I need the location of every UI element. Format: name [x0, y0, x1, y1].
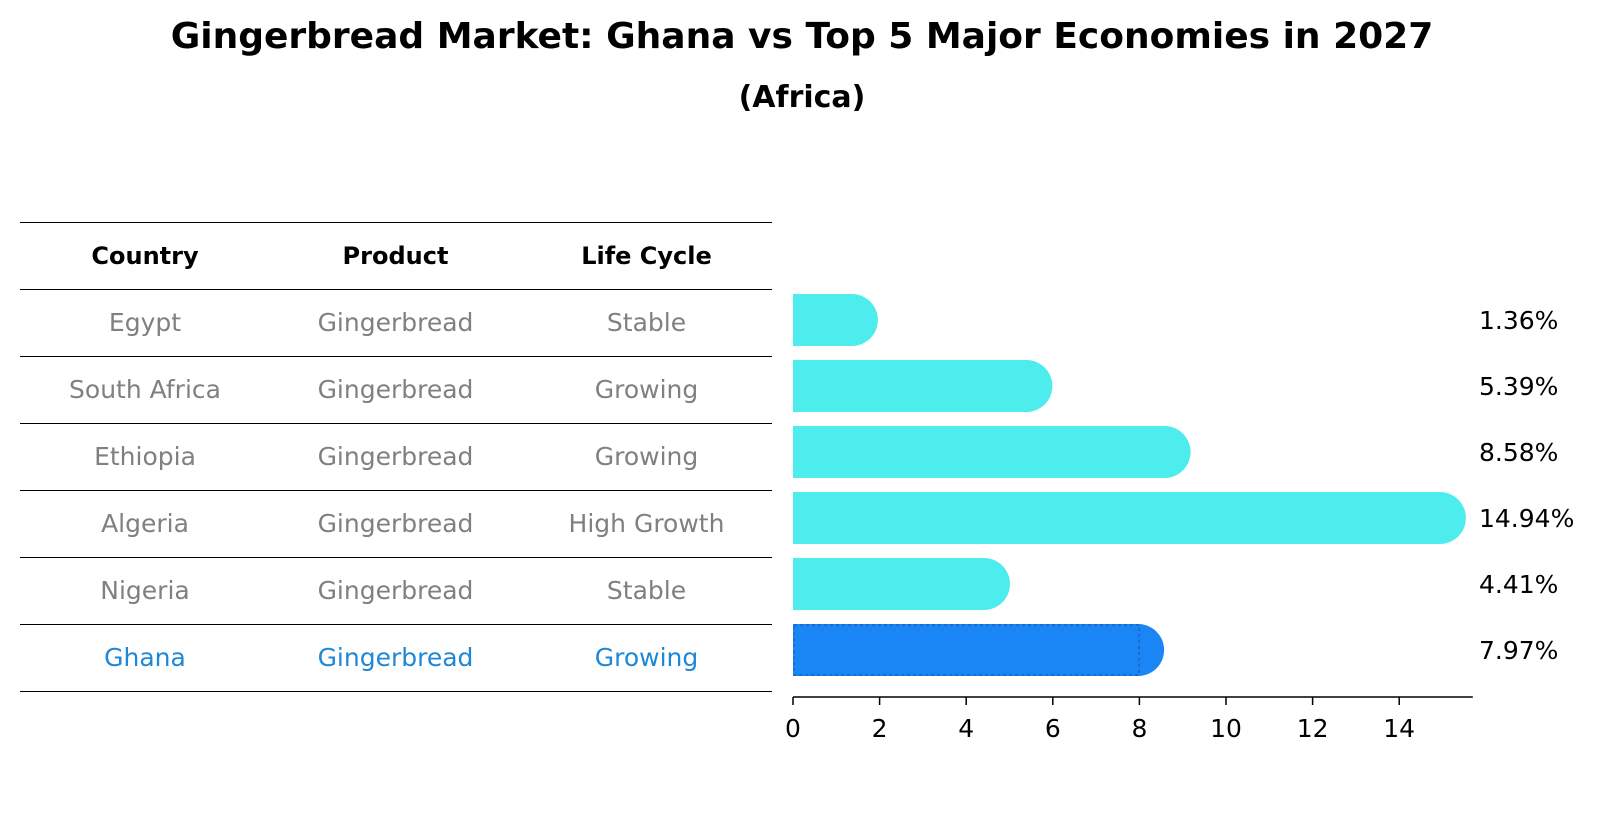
bar-value-label: 14.94% — [1479, 504, 1574, 533]
country-cell: Ghana — [104, 643, 186, 672]
x-tick-label: 2 — [872, 714, 888, 743]
header-country: Country — [91, 242, 199, 270]
country-cell: Egypt — [108, 308, 182, 337]
x-tick-label: 10 — [1210, 714, 1242, 743]
data-table: Country Product Life Cycle Egypt Gingerb… — [20, 222, 772, 692]
country-cell: Ethiopia — [94, 442, 196, 471]
table-row: South Africa Gingerbread Growing — [20, 356, 772, 423]
life-cycle-cell: Growing — [594, 375, 699, 404]
bar — [793, 558, 984, 610]
x-tick-label: 14 — [1383, 714, 1415, 743]
country-cell: Nigeria — [100, 576, 190, 605]
bar — [793, 624, 1139, 676]
bar-cap — [1413, 492, 1466, 544]
bar-cap — [1138, 426, 1191, 478]
life-cycle-cell: Growing — [594, 643, 699, 672]
life-cycle-cell: Growing — [594, 442, 699, 471]
product-cell: Gingerbread — [317, 576, 474, 605]
product-cell: Gingerbread — [317, 375, 474, 404]
bar-cap — [825, 294, 878, 346]
life-cycle-cell: Stable — [606, 308, 687, 337]
life-cycle-cell: High Growth — [568, 509, 725, 538]
bar-value-label: 5.39% — [1479, 372, 1558, 401]
header-product: Product — [342, 242, 449, 270]
x-tick-label: 12 — [1297, 714, 1329, 743]
table-row-highlighted: Ghana Gingerbread Growing — [20, 624, 772, 692]
country-cell: South Africa — [69, 375, 221, 404]
x-tick-label: 6 — [1045, 714, 1061, 743]
bar-cap — [1112, 624, 1165, 676]
table-row: Egypt Gingerbread Stable — [20, 289, 772, 356]
product-cell: Gingerbread — [317, 308, 474, 337]
bar-value-label: 7.97% — [1479, 636, 1558, 665]
bar-cap — [1000, 360, 1053, 412]
product-cell: Gingerbread — [317, 442, 474, 471]
bar-value-label: 4.41% — [1479, 570, 1558, 599]
table-header-row: Country Product Life Cycle — [20, 222, 772, 289]
bar — [793, 492, 1440, 544]
product-cell: Gingerbread — [317, 509, 474, 538]
x-tick-label: 8 — [1131, 714, 1147, 743]
x-tick-label: 0 — [785, 714, 801, 743]
table-row: Nigeria Gingerbread Stable — [20, 557, 772, 624]
product-cell: Gingerbread — [317, 643, 474, 672]
x-tick-label: 4 — [958, 714, 974, 743]
bar-value-label: 8.58% — [1479, 438, 1558, 467]
bar-cap — [957, 558, 1010, 610]
bar-value-label: 1.36% — [1479, 306, 1558, 335]
header-life-cycle: Life Cycle — [581, 242, 712, 270]
country-cell: Algeria — [101, 509, 189, 538]
life-cycle-cell: Stable — [606, 576, 687, 605]
chart-title: Gingerbread Market: Ghana vs Top 5 Major… — [170, 16, 1434, 57]
table-row: Ethiopia Gingerbread Growing — [20, 423, 772, 490]
table-row: Algeria Gingerbread High Growth — [20, 490, 772, 557]
chart-subtitle: (Africa) — [738, 80, 866, 115]
bar — [793, 426, 1165, 478]
bar — [793, 360, 1027, 412]
